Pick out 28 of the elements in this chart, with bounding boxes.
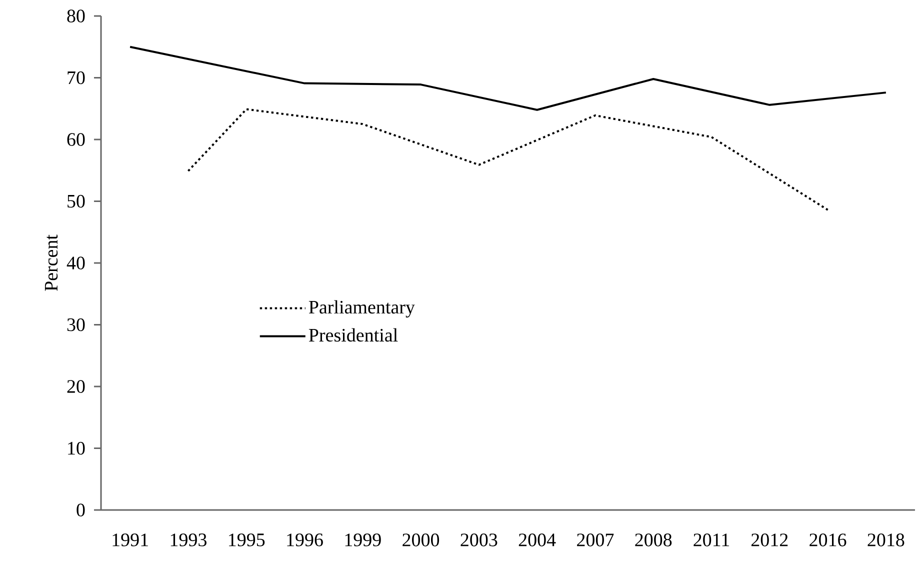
x-tick-label: 2018	[868, 534, 904, 546]
x-tick-label: 2004	[518, 534, 556, 546]
y-tick-label: 40	[66, 256, 85, 270]
y-axis-title: Percent	[44, 234, 58, 291]
x-tick-label: 2011	[694, 534, 730, 546]
x-tick-label: 1996	[287, 534, 323, 546]
x-tick-label: 2012	[751, 534, 788, 546]
y-tick-label: 70	[68, 71, 85, 84]
line-series	[187, 108, 829, 211]
x-tick-label: 1999	[345, 534, 381, 546]
x-tick-label: 1991	[112, 534, 148, 546]
legend-label: Presidential	[308, 328, 398, 342]
x-tick-label: 2000	[402, 534, 440, 546]
x-tick-label: 2008	[635, 534, 672, 546]
x-tick-label: 1993	[170, 534, 206, 546]
y-tick-label: 60	[67, 133, 85, 146]
legend-label: Parliamentary	[308, 300, 415, 318]
line-series	[129, 46, 887, 111]
y-tick-label: 30	[67, 318, 85, 332]
x-tick-label: 1995	[229, 534, 265, 546]
y-tick-label: 50	[68, 194, 85, 208]
y-tick-label: 0	[76, 504, 85, 516]
y-tick-label: 10	[68, 442, 85, 455]
x-tick-label: 2007	[577, 534, 614, 546]
y-tick-label: 80	[67, 10, 85, 22]
x-tick-label: 2003	[460, 534, 498, 546]
y-tick-label: 20	[67, 380, 85, 393]
x-tick-label: 2016	[810, 534, 846, 546]
